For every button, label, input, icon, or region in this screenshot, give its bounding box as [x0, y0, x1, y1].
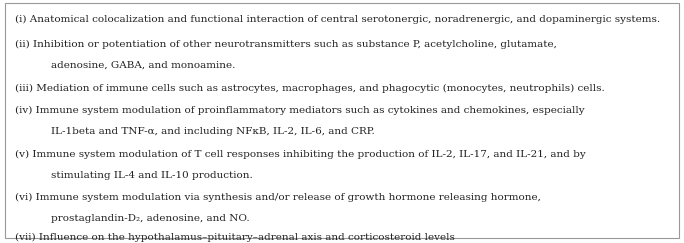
FancyBboxPatch shape [5, 3, 679, 238]
Text: adenosine, GABA, and monoamine.: adenosine, GABA, and monoamine. [51, 61, 236, 70]
Text: (i) Anatomical colocalization and functional interaction of central serotonergic: (i) Anatomical colocalization and functi… [15, 15, 660, 24]
Text: (ii) Inhibition or potentiation of other neurotransmitters such as substance P, : (ii) Inhibition or potentiation of other… [15, 40, 557, 49]
Text: (iv) Immune system modulation of proinflammatory mediators such as cytokines and: (iv) Immune system modulation of proinfl… [15, 106, 585, 115]
Text: stimulating IL-4 and IL-10 production.: stimulating IL-4 and IL-10 production. [51, 171, 253, 180]
Text: prostaglandin-D₂, adenosine, and NO.: prostaglandin-D₂, adenosine, and NO. [51, 214, 250, 223]
Text: (vii) Influence on the hypothalamus–pituitary–adrenal axis and corticosteroid le: (vii) Influence on the hypothalamus–pitu… [15, 233, 455, 242]
Text: (iii) Mediation of immune cells such as astrocytes, macrophages, and phagocytic : (iii) Mediation of immune cells such as … [15, 83, 605, 93]
Text: IL-1beta and TNF-α, and including NFκB, IL-2, IL-6, and CRP.: IL-1beta and TNF-α, and including NFκB, … [51, 127, 375, 136]
Text: (v) Immune system modulation of T cell responses inhibiting the production of IL: (v) Immune system modulation of T cell r… [15, 149, 586, 159]
Text: (vi) Immune system modulation via synthesis and/or release of growth hormone rel: (vi) Immune system modulation via synthe… [15, 193, 541, 202]
